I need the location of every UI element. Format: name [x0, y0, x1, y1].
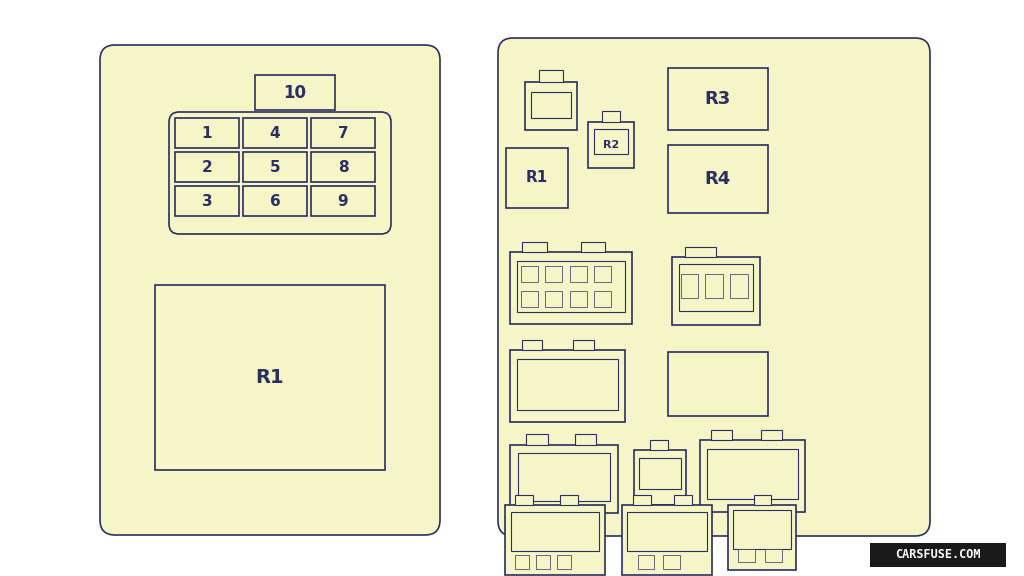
Bar: [754, 495, 771, 505]
Bar: [517, 359, 618, 411]
Bar: [522, 242, 547, 252]
Bar: [505, 505, 605, 575]
Bar: [569, 291, 587, 306]
Bar: [594, 129, 629, 154]
Bar: [560, 495, 578, 505]
Bar: [574, 434, 596, 445]
Bar: [628, 512, 707, 551]
Bar: [638, 555, 654, 570]
Bar: [243, 186, 307, 216]
Bar: [639, 458, 681, 488]
Bar: [515, 495, 534, 505]
Bar: [311, 186, 375, 216]
Bar: [311, 118, 375, 148]
Bar: [175, 186, 239, 216]
Bar: [700, 440, 805, 512]
Bar: [581, 242, 605, 252]
Text: 1: 1: [202, 126, 212, 141]
Bar: [730, 274, 748, 298]
Bar: [506, 148, 568, 208]
Bar: [557, 555, 571, 570]
Bar: [517, 260, 625, 312]
FancyBboxPatch shape: [100, 45, 440, 535]
Bar: [634, 450, 686, 505]
Bar: [175, 118, 239, 148]
Bar: [765, 549, 782, 562]
Text: 6: 6: [269, 194, 281, 209]
Bar: [515, 555, 529, 570]
Bar: [668, 68, 768, 130]
Text: 4: 4: [269, 126, 281, 141]
Text: 5: 5: [269, 160, 281, 175]
Bar: [175, 152, 239, 182]
Text: 2: 2: [202, 160, 212, 175]
Bar: [668, 145, 768, 213]
Bar: [521, 340, 542, 350]
Bar: [546, 291, 562, 306]
Text: R1: R1: [526, 170, 548, 185]
Bar: [243, 152, 307, 182]
FancyBboxPatch shape: [169, 112, 391, 234]
Text: 9: 9: [338, 194, 348, 209]
Bar: [525, 82, 577, 130]
Bar: [681, 274, 698, 298]
Bar: [622, 505, 712, 575]
Bar: [594, 291, 611, 306]
Bar: [602, 111, 621, 122]
Bar: [728, 505, 796, 570]
Bar: [594, 266, 611, 282]
Text: 8: 8: [338, 160, 348, 175]
Text: R2: R2: [603, 140, 620, 150]
Bar: [668, 352, 768, 416]
Bar: [536, 555, 550, 570]
Bar: [521, 266, 538, 282]
FancyBboxPatch shape: [498, 38, 930, 536]
Bar: [569, 266, 587, 282]
Bar: [588, 122, 634, 168]
Bar: [255, 75, 335, 110]
Bar: [870, 543, 1006, 567]
Bar: [738, 549, 756, 562]
Bar: [672, 257, 760, 325]
Bar: [649, 440, 668, 450]
Bar: [761, 430, 782, 440]
Bar: [733, 510, 791, 549]
Bar: [633, 495, 651, 505]
Bar: [708, 449, 798, 499]
Bar: [510, 445, 618, 513]
Text: R1: R1: [256, 368, 285, 387]
Bar: [526, 434, 548, 445]
Bar: [243, 118, 307, 148]
Bar: [674, 495, 692, 505]
Bar: [546, 266, 562, 282]
Bar: [521, 291, 538, 306]
Bar: [664, 555, 680, 570]
Bar: [706, 274, 723, 298]
Bar: [685, 247, 716, 257]
Bar: [510, 350, 625, 422]
Bar: [311, 152, 375, 182]
Bar: [711, 430, 731, 440]
Text: 7: 7: [338, 126, 348, 141]
Text: 10: 10: [284, 84, 306, 101]
Text: R4: R4: [705, 170, 731, 188]
Text: 3: 3: [202, 194, 212, 209]
Text: CARSFUSE.COM: CARSFUSE.COM: [895, 548, 981, 562]
Bar: [531, 92, 570, 118]
Bar: [540, 70, 563, 82]
Bar: [517, 453, 610, 501]
Bar: [679, 264, 753, 312]
Bar: [510, 252, 632, 324]
Bar: [155, 285, 385, 470]
Bar: [573, 340, 594, 350]
Bar: [511, 512, 599, 551]
Text: R3: R3: [705, 90, 731, 108]
